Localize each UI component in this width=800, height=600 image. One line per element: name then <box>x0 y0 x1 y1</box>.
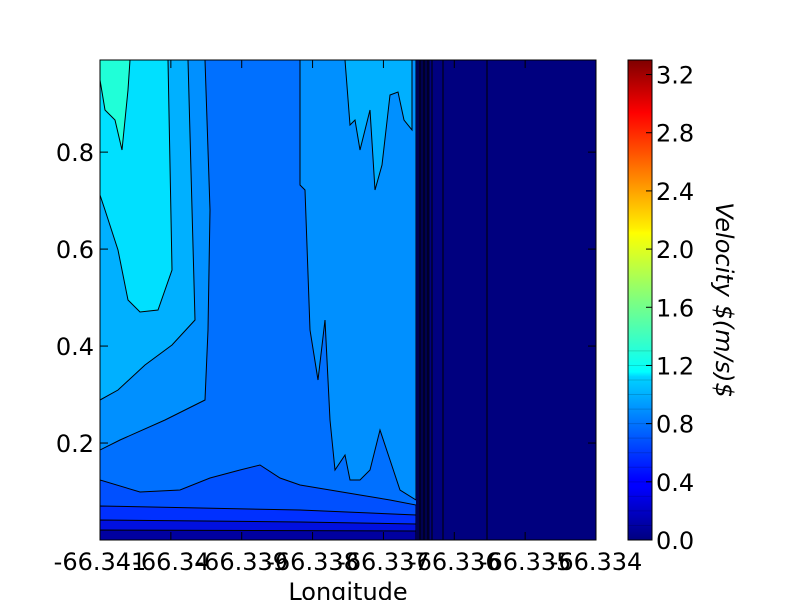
contour-fills <box>100 60 488 540</box>
y-axis-ticks: 0.2 0.4 0.6 0.8 <box>56 139 596 458</box>
plot-frame <box>99 59 597 541</box>
y-tick-label: 0.4 <box>56 333 94 361</box>
colorbar-tick-label: 0.4 <box>656 469 694 497</box>
colorbar-gradient <box>628 60 652 540</box>
contour-band-1.1-right <box>344 60 413 191</box>
x-tick-label: -66.334 <box>550 548 643 576</box>
colorbar-frame <box>627 59 653 541</box>
colorbar-tick-label: 3.2 <box>656 62 694 90</box>
y-tick-label: 0.2 <box>56 430 94 458</box>
colorbar-tick-label: 0.8 <box>656 411 694 439</box>
colorbar-label: Velocity $(m/s)$ <box>710 202 738 397</box>
contour-band-1.0-right <box>299 60 417 501</box>
x-tick-label: -66.34 <box>132 548 209 576</box>
colorbar-tick-label: 1.6 <box>656 294 694 322</box>
x-tick-label: -66.337 <box>337 548 430 576</box>
y-tick-label: 0.6 <box>56 236 94 264</box>
plot-area <box>100 60 596 540</box>
contour-band-1.3 <box>100 60 131 151</box>
colorbar-tick-label: 2.0 <box>656 236 694 264</box>
colorbar: 0.0 0.4 0.8 1.2 1.6 2.0 2.4 2.8 3.2 Velocity $(m… <box>627 59 738 555</box>
colorbar-ticks: 0.0 0.4 0.8 1.2 1.6 2.0 2.4 2.8 3.2 <box>646 62 694 555</box>
x-tick-label: -66.341 <box>54 548 147 576</box>
x-tick-label: -66.335 <box>479 548 572 576</box>
colorbar-tick-label: 2.8 <box>656 120 694 148</box>
x-tick-label: -66.336 <box>408 548 501 576</box>
x-axis-ticks: -66.341-66.34-66.339-66.338-66.337-66.33… <box>54 60 643 576</box>
x-tick-label: -66.338 <box>266 548 359 576</box>
x-axis-label: Longitude <box>288 578 407 600</box>
x-tick-label: -66.339 <box>195 548 288 576</box>
colorbar-tick-label: 0.0 <box>656 527 694 555</box>
colorbar-tick-label: 1.2 <box>656 352 694 380</box>
colorbar-tick-label: 2.4 <box>656 178 694 206</box>
contour-band-0.1 <box>100 529 417 540</box>
y-tick-label: 0.8 <box>56 139 94 167</box>
